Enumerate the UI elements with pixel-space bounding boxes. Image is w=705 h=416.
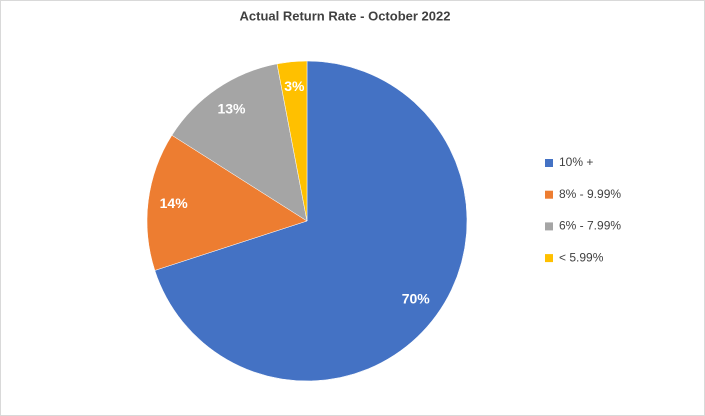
pie-slice [276, 60, 308, 222]
pie-slice [146, 134, 308, 271]
data-label: 70% [402, 291, 431, 307]
data-label: 13% [217, 101, 246, 117]
data-label: 14% [160, 195, 189, 211]
legend-swatch [545, 254, 553, 263]
pie-slice [154, 60, 468, 382]
legend-label: 10% + [559, 155, 593, 169]
legend-label: 8% - 9.99% [559, 187, 621, 201]
legend-swatch [545, 190, 553, 199]
data-label: 3% [284, 78, 305, 94]
legend-label: < 5.99% [559, 250, 604, 264]
legend-swatch [545, 159, 553, 167]
legend-label: 6% - 7.99% [559, 219, 621, 233]
pie-slice [171, 63, 308, 222]
legend-swatch [545, 222, 553, 231]
chart-title: Actual Return Rate - October 2022 [240, 8, 451, 23]
